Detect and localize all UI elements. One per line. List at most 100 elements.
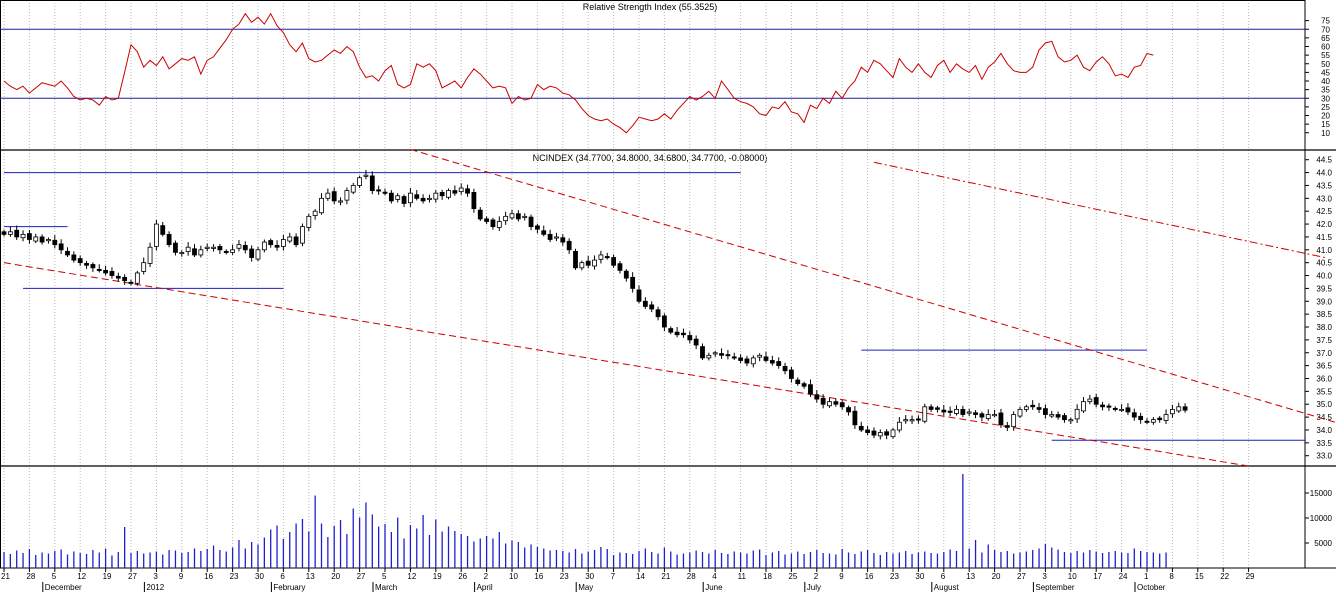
price-tick-label: 40.5 bbox=[1316, 259, 1332, 268]
candle-body bbox=[1043, 408, 1048, 415]
day-label: 3 bbox=[1042, 572, 1047, 581]
candle-body bbox=[1119, 408, 1124, 411]
candle-body bbox=[1093, 397, 1099, 405]
month-label: April bbox=[477, 583, 493, 592]
candle-body bbox=[846, 407, 851, 413]
candle-body bbox=[439, 192, 445, 197]
day-label: 12 bbox=[77, 572, 86, 581]
price-tick-label: 44.0 bbox=[1316, 169, 1332, 178]
candle-body bbox=[1055, 414, 1061, 418]
price-tick-label: 44.5 bbox=[1316, 156, 1332, 165]
candle-body bbox=[522, 215, 528, 218]
candle-body bbox=[103, 269, 108, 274]
candle-body bbox=[674, 331, 680, 336]
candle-body bbox=[966, 411, 972, 414]
candle-body bbox=[687, 335, 693, 341]
month-label: May bbox=[578, 583, 593, 592]
candle-body bbox=[839, 402, 845, 408]
candle-body bbox=[357, 177, 363, 186]
candle-body bbox=[7, 231, 13, 235]
day-label: 30 bbox=[585, 572, 594, 581]
candle-body bbox=[388, 192, 394, 202]
candle-body bbox=[471, 192, 477, 210]
day-label: 29 bbox=[1246, 572, 1255, 581]
candle-body bbox=[401, 196, 407, 204]
candle-body bbox=[630, 276, 636, 289]
candle-body bbox=[192, 248, 197, 256]
price-tick-label: 35.5 bbox=[1316, 387, 1332, 396]
day-label: 23 bbox=[560, 572, 569, 581]
candle-body bbox=[90, 264, 96, 269]
candle-body bbox=[1106, 405, 1112, 408]
rsi-title: Relative Strength Index (55.3525) bbox=[583, 2, 718, 12]
candle-body bbox=[166, 233, 172, 246]
day-label: 27 bbox=[1017, 572, 1026, 581]
candle-body bbox=[509, 213, 515, 219]
day-label: 21 bbox=[1, 572, 10, 581]
candle-body bbox=[1, 231, 7, 235]
candle-body bbox=[1144, 420, 1150, 423]
candle-body bbox=[1131, 412, 1137, 418]
candle-body bbox=[871, 430, 877, 436]
month-label: December bbox=[45, 583, 82, 592]
day-label: 5 bbox=[382, 572, 387, 581]
volume-tick-label: 15000 bbox=[1310, 489, 1333, 498]
day-label: 27 bbox=[128, 572, 137, 581]
candle-body bbox=[833, 401, 839, 405]
candle-body bbox=[46, 239, 51, 242]
candle-body bbox=[541, 230, 547, 235]
candle-body bbox=[757, 354, 763, 358]
day-label: 18 bbox=[763, 572, 772, 581]
candle-body bbox=[547, 233, 553, 240]
month-label: March bbox=[375, 583, 397, 592]
candle-body bbox=[1125, 407, 1131, 413]
candle-body bbox=[477, 209, 483, 220]
day-label: 25 bbox=[788, 572, 797, 581]
candle-body bbox=[414, 194, 420, 199]
candle-body bbox=[865, 429, 870, 433]
candle-body bbox=[52, 239, 58, 246]
day-label: 28 bbox=[26, 572, 35, 581]
candle-body bbox=[153, 223, 159, 247]
rsi-tick-label: 20 bbox=[1321, 112, 1330, 121]
price-tick-label: 37.0 bbox=[1316, 349, 1332, 358]
day-label: 1 bbox=[1144, 572, 1149, 581]
candle-body bbox=[1068, 419, 1074, 422]
candle-body bbox=[39, 236, 45, 243]
price-tick-label: 35.0 bbox=[1316, 400, 1332, 409]
candle-body bbox=[395, 195, 401, 200]
rsi-tick-label: 10 bbox=[1321, 129, 1330, 138]
candle-body bbox=[782, 365, 788, 372]
day-label: 8 bbox=[1169, 572, 1174, 581]
day-label: 22 bbox=[1220, 572, 1229, 581]
candle-body bbox=[693, 338, 699, 346]
candle-body bbox=[1138, 415, 1144, 421]
rsi-tick-label: 25 bbox=[1321, 103, 1330, 112]
day-label: 20 bbox=[331, 572, 340, 581]
plot-frame bbox=[0, 0, 1306, 569]
candle-body bbox=[947, 410, 953, 413]
candle-body bbox=[261, 241, 267, 251]
candle-body bbox=[185, 246, 191, 253]
candle-body bbox=[1170, 408, 1175, 415]
candle-body bbox=[325, 192, 331, 199]
price-tick-label: 34.5 bbox=[1316, 413, 1332, 422]
month-label: June bbox=[705, 583, 723, 592]
candle-body bbox=[173, 242, 178, 253]
candle-body bbox=[528, 216, 534, 228]
day-label: 17 bbox=[1093, 572, 1102, 581]
candle-body bbox=[922, 406, 928, 422]
candle-body bbox=[954, 408, 959, 414]
candle-body bbox=[33, 236, 39, 242]
candle-body bbox=[909, 419, 915, 422]
day-label: 16 bbox=[865, 572, 874, 581]
trendline bbox=[3, 262, 1249, 467]
rsi-tick-label: 50 bbox=[1321, 60, 1330, 69]
candle-body bbox=[928, 406, 934, 410]
month-label: February bbox=[273, 583, 305, 592]
candle-body bbox=[662, 315, 667, 328]
price-tick-label: 42.5 bbox=[1316, 207, 1332, 216]
day-label: 12 bbox=[407, 572, 416, 581]
candle-body bbox=[503, 215, 509, 222]
